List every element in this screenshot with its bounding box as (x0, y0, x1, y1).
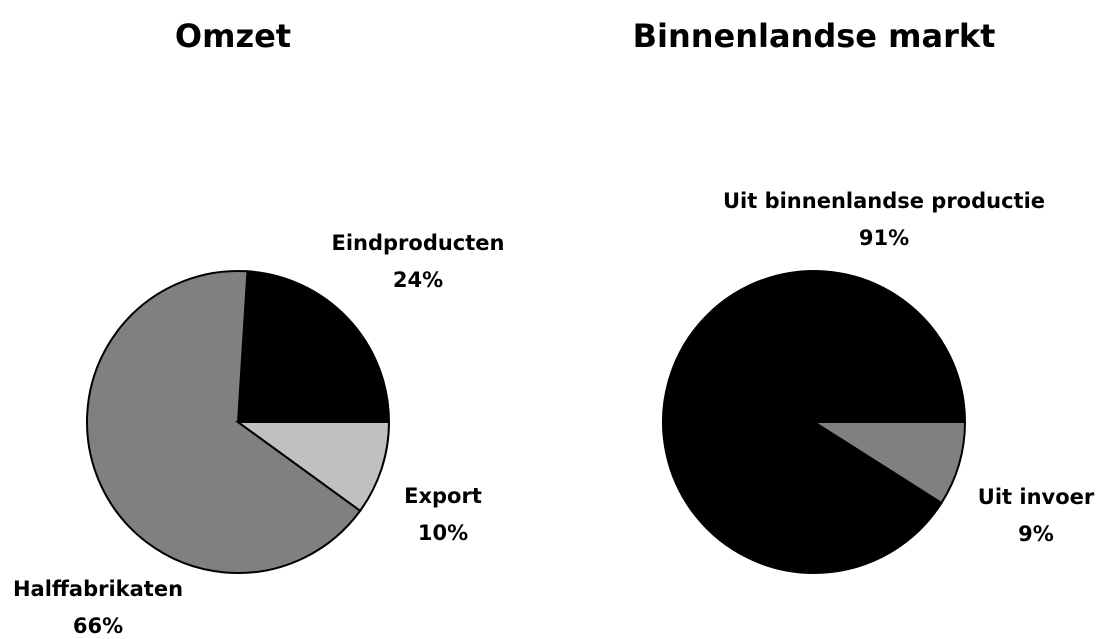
slice-label: Eindproducten (331, 231, 504, 255)
pie-slice (810, 421, 967, 505)
slice-value-label: 9% (1018, 522, 1054, 546)
slice-value-label: 10% (418, 521, 468, 545)
slice-label: Halffabrikaten (13, 577, 183, 601)
slice-label: Uit invoer (978, 485, 1095, 509)
slice-label: Export (404, 484, 482, 508)
chart-title: Omzet (175, 17, 291, 55)
chart-title: Binnenlandse markt (633, 17, 996, 55)
slice-label: Uit binnenlandse productie (723, 189, 1045, 213)
pie-slice (234, 421, 391, 513)
slice-value-label: 24% (393, 268, 443, 292)
pie-slice (236, 270, 391, 423)
slice-value-label: 66% (73, 614, 123, 638)
pie-slice (86, 270, 362, 574)
slice-value-label: 91% (859, 226, 909, 250)
